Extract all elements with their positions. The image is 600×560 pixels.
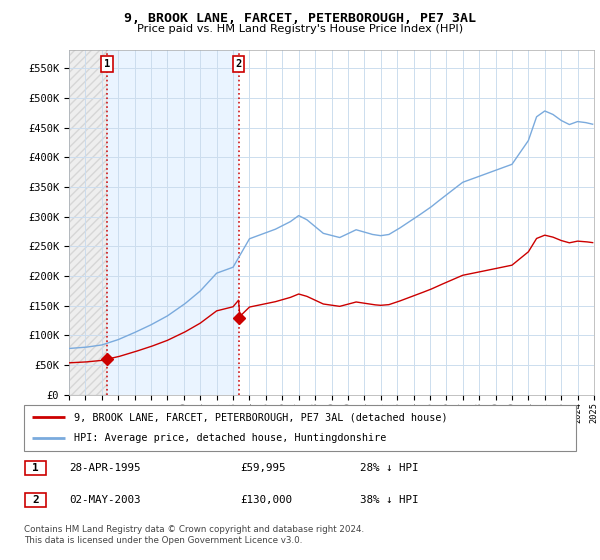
Text: £59,995: £59,995 [240,463,286,473]
Text: 2: 2 [32,495,39,505]
Text: HPI: Average price, detached house, Huntingdonshire: HPI: Average price, detached house, Hunt… [74,433,386,444]
Bar [69,50,107,395]
Text: 2: 2 [236,59,242,69]
Text: 28-APR-1995: 28-APR-1995 [69,463,140,473]
Text: 28% ↓ HPI: 28% ↓ HPI [360,463,419,473]
Text: 9, BROOK LANE, FARCET, PETERBOROUGH, PE7 3AL: 9, BROOK LANE, FARCET, PETERBOROUGH, PE7… [124,12,476,25]
Text: 38% ↓ HPI: 38% ↓ HPI [360,495,419,505]
Text: £130,000: £130,000 [240,495,292,505]
Text: 9, BROOK LANE, FARCET, PETERBOROUGH, PE7 3AL (detached house): 9, BROOK LANE, FARCET, PETERBOROUGH, PE7… [74,412,448,422]
Text: 02-MAY-2003: 02-MAY-2003 [69,495,140,505]
Text: 1: 1 [32,463,39,473]
Bar [107,50,239,395]
Text: Contains HM Land Registry data © Crown copyright and database right 2024.
This d: Contains HM Land Registry data © Crown c… [24,525,364,545]
Text: 1: 1 [104,59,110,69]
Text: Price paid vs. HM Land Registry's House Price Index (HPI): Price paid vs. HM Land Registry's House … [137,24,463,34]
